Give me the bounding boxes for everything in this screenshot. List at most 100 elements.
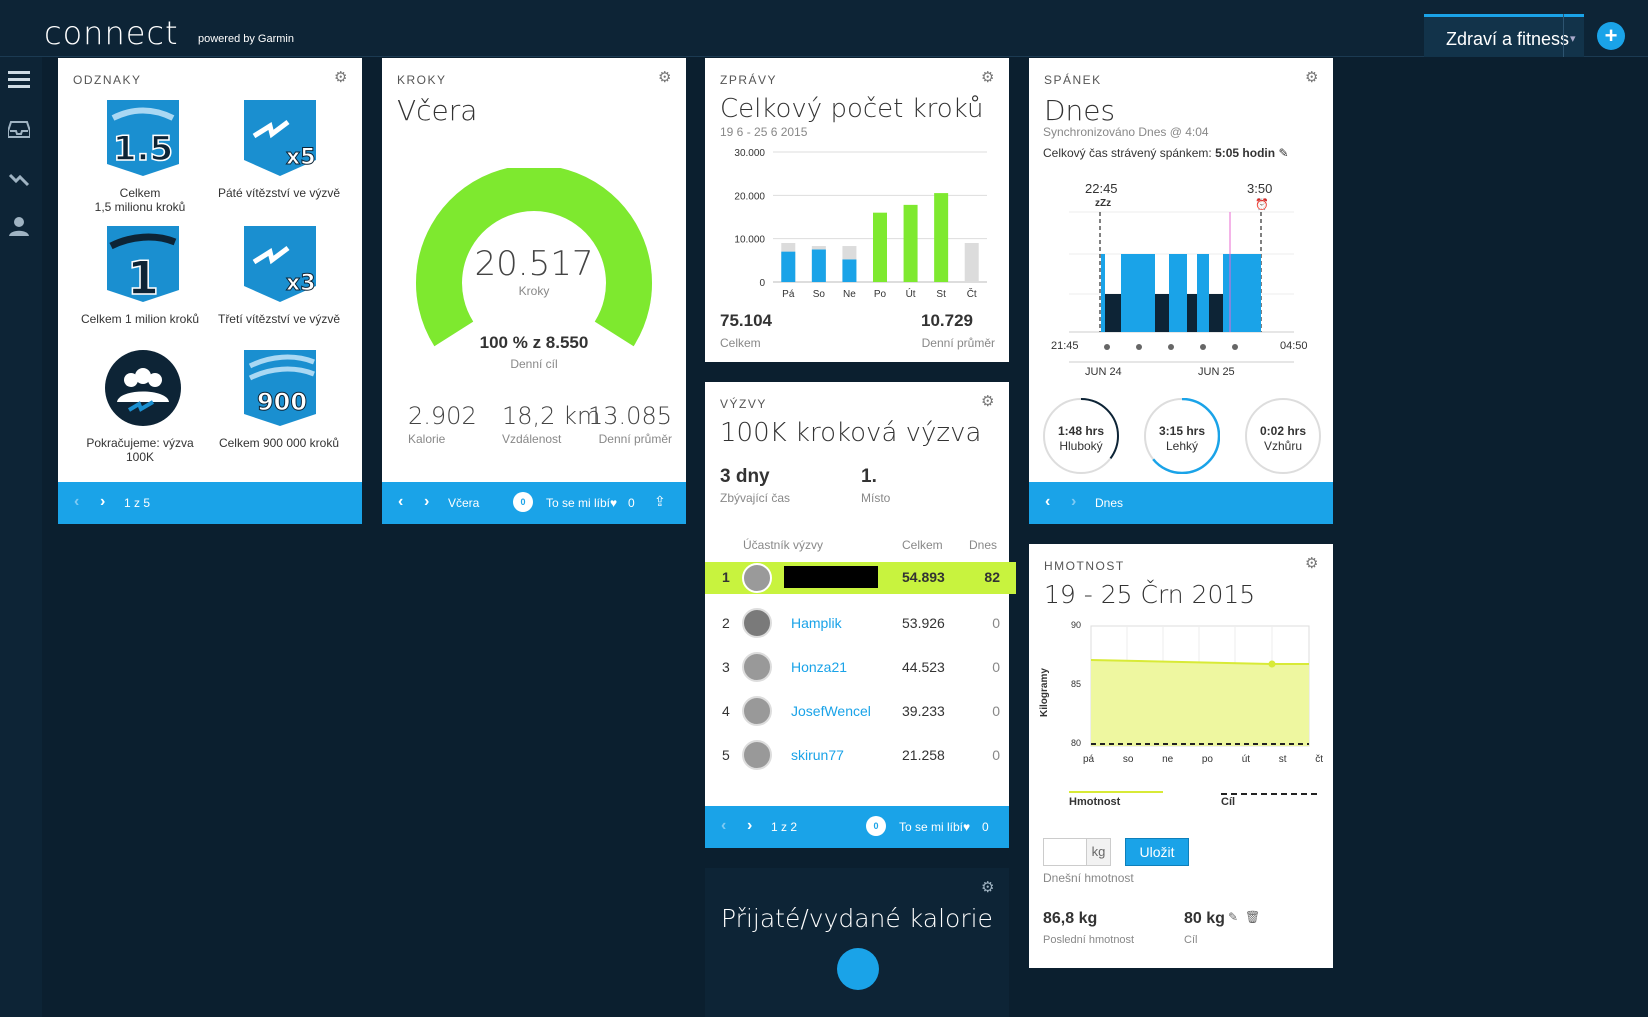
chevron-right-icon[interactable]: › bbox=[747, 817, 753, 834]
rank: 3 bbox=[722, 659, 730, 675]
ytick: 85 bbox=[1071, 679, 1082, 689]
gear-icon[interactable]: ⚙ bbox=[1305, 555, 1319, 572]
day-label-2: JUN 25 bbox=[1198, 366, 1235, 378]
avatar[interactable] bbox=[742, 696, 772, 726]
pencil-icon[interactable]: ✎ bbox=[1228, 910, 1239, 924]
pencil-icon[interactable]: ✎ bbox=[1278, 146, 1289, 160]
badge-caption: Celkem 1,5 milionu kroků bbox=[94, 186, 186, 214]
like-count: 0 bbox=[982, 820, 989, 834]
participant-link[interactable]: skirun77 bbox=[791, 747, 844, 763]
avatar[interactable] bbox=[742, 740, 772, 770]
svg-text:x3: x3 bbox=[286, 271, 316, 296]
badge-caption: Celkem 900 000 kroků bbox=[218, 436, 340, 450]
gear-icon[interactable]: ⚙ bbox=[981, 69, 995, 86]
chevron-down-icon[interactable]: ▾ bbox=[1563, 14, 1583, 57]
badge-900k-steps-icon[interactable]: 900 bbox=[240, 348, 320, 428]
xtick: čt bbox=[1315, 754, 1323, 765]
sleep-day-heading: Dnes bbox=[1044, 94, 1116, 127]
participant-link[interactable]: Hamplik bbox=[791, 615, 842, 631]
weight-range-heading: 19 - 25 Črn 2015 bbox=[1044, 580, 1256, 609]
gear-icon[interactable]: ⚙ bbox=[981, 393, 995, 410]
badge-fifth-win-icon[interactable]: x5 bbox=[240, 98, 320, 178]
rank: 5 bbox=[722, 747, 730, 763]
card-title: ZPRÁVY bbox=[720, 73, 778, 87]
participant-link[interactable]: Honza21 bbox=[791, 659, 848, 675]
daily-average-label: Denní průměr bbox=[598, 432, 672, 446]
trash-icon[interactable]: 🗑 bbox=[1245, 910, 1261, 924]
steps-footer-day: Včera bbox=[448, 496, 480, 510]
menu-icon[interactable] bbox=[8, 69, 34, 95]
activities-icon[interactable] bbox=[8, 169, 34, 195]
light-sleep-label: Lehký bbox=[1165, 439, 1199, 453]
avg-steps-value: 10.729 bbox=[921, 311, 973, 330]
participant-link[interactable]: JosefWencel bbox=[791, 703, 871, 719]
badge-third-win-icon[interactable]: x3 bbox=[240, 224, 320, 304]
chevron-left-icon[interactable]: ‹ bbox=[1045, 493, 1051, 510]
comment-bubble-icon[interactable]: 0 bbox=[866, 816, 886, 836]
total-steps-value: 75.104 bbox=[720, 311, 772, 330]
chevron-left-icon[interactable]: ‹ bbox=[721, 817, 727, 834]
sleep-total[interactable]: Celkový čas strávený spánkem: 5:05 hodin… bbox=[1043, 146, 1289, 160]
table-row[interactable]: 4 JosefWencel 39.233 0 bbox=[705, 696, 1016, 726]
awake-ring: 0:02 hrs Vzhůru bbox=[1245, 398, 1321, 474]
remaining-label: Zbývající čas bbox=[720, 491, 791, 505]
like-button[interactable]: To se mi líbí♥ bbox=[546, 496, 618, 510]
place-label: Místo bbox=[861, 491, 891, 505]
deep-sleep-value: 1:48 hrs bbox=[1057, 424, 1105, 438]
ytick: 90 bbox=[1071, 620, 1082, 630]
chart-heading: Celkový počet kroků bbox=[720, 94, 984, 124]
card-title: ODZNAKY bbox=[73, 73, 142, 87]
bar bbox=[873, 212, 887, 282]
chevron-left-icon[interactable]: ‹ bbox=[398, 493, 404, 510]
last-weight-value: 86,8 kg bbox=[1043, 910, 1098, 927]
table-row[interactable]: 5 skirun77 21.258 0 bbox=[705, 740, 1016, 770]
share-icon[interactable]: ⇪ bbox=[654, 493, 666, 509]
context-selector[interactable]: Zdraví a fitness bbox=[1424, 14, 1584, 57]
sleep-card: SPÁNEK ⚙ Dnes Synchronizováno Dnes @ 4:0… bbox=[1029, 58, 1333, 524]
profile-icon[interactable] bbox=[8, 215, 34, 241]
kg-unit: kg bbox=[1086, 839, 1110, 865]
gear-icon[interactable]: ⚙ bbox=[981, 879, 995, 896]
table-row[interactable]: 2 Hamplik 53.926 0 bbox=[705, 608, 1016, 638]
legend-weight-swatch bbox=[1069, 791, 1163, 793]
avg-steps-label: Denní průměr bbox=[921, 336, 995, 350]
alarm-icon: ⏰ bbox=[1255, 199, 1269, 211]
like-button[interactable]: To se mi líbí♥ bbox=[899, 820, 971, 834]
card-title: KROKY bbox=[397, 73, 447, 87]
table-row[interactable]: 1 54.893 82 bbox=[705, 562, 1016, 594]
gear-icon[interactable]: ⚙ bbox=[1305, 69, 1319, 86]
card-title: VÝZVY bbox=[720, 397, 767, 411]
comment-bubble-icon[interactable]: 0 bbox=[513, 492, 533, 512]
table-row[interactable]: 3 Honza21 44.523 0 bbox=[705, 652, 1016, 682]
row-total: 21.258 bbox=[902, 747, 945, 763]
avatar[interactable] bbox=[742, 563, 772, 593]
chevron-right-icon[interactable]: › bbox=[424, 493, 430, 510]
bar-goal bbox=[964, 243, 979, 282]
chevron-right-icon[interactable]: › bbox=[1071, 493, 1077, 510]
save-button[interactable]: Uložit bbox=[1125, 838, 1189, 866]
badge-1-5m-steps-icon[interactable]: 1.5 bbox=[103, 98, 183, 178]
weight-input[interactable]: kg bbox=[1043, 838, 1111, 866]
bar bbox=[934, 193, 949, 282]
last-weight-label: Poslední hmotnost bbox=[1043, 934, 1135, 946]
avatar[interactable] bbox=[742, 608, 772, 638]
badge-group-challenge-icon[interactable] bbox=[103, 348, 183, 428]
connect-logo[interactable]: connect bbox=[44, 14, 179, 52]
add-widget-button[interactable]: + bbox=[1597, 22, 1625, 50]
gear-icon[interactable]: ⚙ bbox=[334, 69, 348, 86]
avatar[interactable] bbox=[742, 652, 772, 682]
steps-card: KROKY ⚙ Včera 20.517 Kroky 100 % z 8.550… bbox=[382, 58, 686, 524]
ytick: 20.000 bbox=[734, 191, 765, 202]
chevron-left-icon[interactable]: ‹ bbox=[74, 493, 80, 510]
calories-value: 2.902 bbox=[408, 402, 477, 430]
axis-left: 21:45 bbox=[1051, 340, 1079, 352]
sleep-footer-day: Dnes bbox=[1095, 496, 1124, 510]
chevron-right-icon[interactable]: › bbox=[100, 493, 106, 510]
remaining-value: 3 dny bbox=[720, 466, 770, 487]
rank: 2 bbox=[722, 615, 730, 631]
inbox-icon[interactable] bbox=[7, 119, 34, 145]
badge-1m-steps-icon[interactable]: 1 bbox=[103, 224, 183, 306]
card-title: HMOTNOST bbox=[1044, 559, 1125, 573]
bar bbox=[781, 251, 796, 282]
gear-icon[interactable]: ⚙ bbox=[658, 69, 672, 86]
